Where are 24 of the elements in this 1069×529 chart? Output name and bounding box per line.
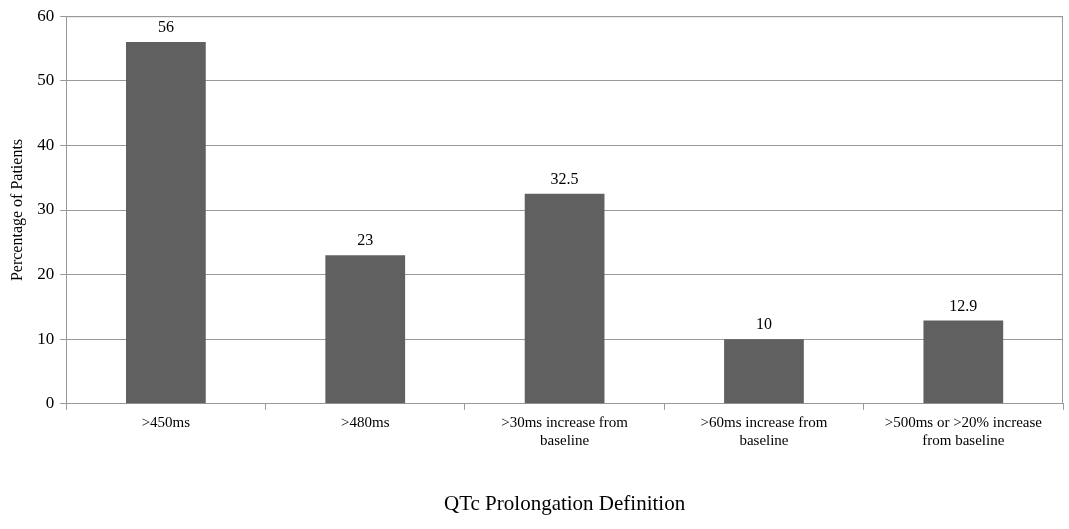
y-axis-title: Percentage of Patients <box>7 138 26 282</box>
y-tick-label: 20 <box>37 264 55 284</box>
y-tick-label: 30 <box>37 199 55 219</box>
x-tick-label: >500ms or >20% increase from baseline <box>884 413 1043 448</box>
bar <box>724 339 804 404</box>
y-tick-label: 60 <box>37 5 55 25</box>
x-axis-title: QTc Prolongation Definition <box>444 490 686 515</box>
bar <box>325 255 406 404</box>
bar <box>923 320 1004 404</box>
data-label: 23 <box>357 231 374 249</box>
data-label: 12.9 <box>949 296 978 314</box>
x-tick-label: >480ms <box>341 413 390 430</box>
x-tick-label: >450ms <box>141 413 191 430</box>
x-tick-label: >60ms increase from baseline <box>700 413 828 448</box>
data-label: 56 <box>157 18 174 36</box>
bar <box>524 193 605 404</box>
y-tick-label: 10 <box>37 328 55 348</box>
data-label: 10 <box>755 315 772 333</box>
y-tick-label: 0 <box>45 393 55 413</box>
bar <box>126 42 206 404</box>
y-tick-label: 40 <box>37 134 55 154</box>
data-label: 32.5 <box>550 170 579 188</box>
y-tick-label: 50 <box>37 70 55 90</box>
x-tick-label: >30ms increase from baseline <box>501 413 629 448</box>
